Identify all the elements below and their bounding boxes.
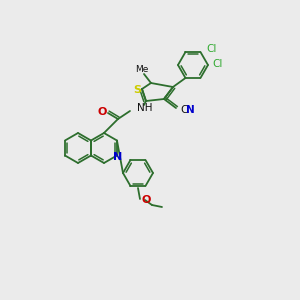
Text: Cl: Cl: [212, 59, 222, 69]
Text: C: C: [180, 105, 188, 115]
Text: N: N: [186, 105, 195, 115]
Text: S: S: [133, 85, 141, 95]
Text: O: O: [142, 195, 152, 205]
Text: Cl: Cl: [206, 44, 217, 54]
Text: N: N: [113, 152, 123, 163]
Text: Me: Me: [135, 64, 149, 74]
Text: O: O: [97, 107, 107, 117]
Text: NH: NH: [137, 103, 152, 113]
